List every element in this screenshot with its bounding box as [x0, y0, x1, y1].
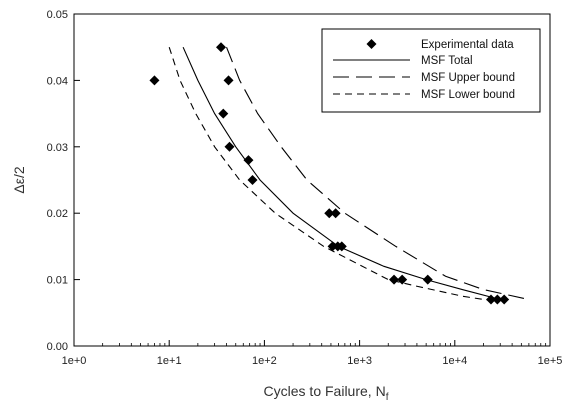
y-tick-label: 0.01 — [47, 275, 68, 287]
x-tick-label: 1e+2 — [252, 355, 277, 367]
series-msf-total-line — [182, 46, 501, 301]
data-point — [324, 208, 335, 219]
data-point — [336, 241, 347, 252]
y-tick-label: 0.03 — [47, 142, 68, 154]
series-msf-upper-bound-line — [226, 46, 529, 301]
x-tick-label: 1e+4 — [442, 355, 467, 367]
data-point — [243, 155, 254, 166]
x-axis-label: Cycles to Failure, Nf — [264, 383, 389, 403]
y-tick-label: 0.00 — [47, 341, 68, 353]
x-tick-label: 1e+0 — [62, 355, 87, 367]
data-point — [218, 108, 229, 119]
data-point — [224, 141, 235, 152]
data-point — [499, 294, 510, 305]
x-tick-label: 1e+5 — [538, 355, 563, 367]
legend-label-msf-upper: MSF Upper bound — [421, 72, 515, 84]
data-point — [215, 42, 226, 53]
legend-symbol-diamond — [366, 39, 377, 49]
legend: Experimental data MSF Total MSF Upper bo… — [321, 28, 541, 113]
data-point — [247, 175, 258, 185]
data-point — [422, 274, 433, 285]
data-point — [389, 274, 400, 285]
y-axis-label: Δε/2 — [11, 166, 27, 193]
data-point — [492, 294, 503, 305]
plot-frame — [73, 13, 551, 347]
data-point — [327, 241, 338, 252]
y-tick-label: 0.05 — [47, 9, 68, 21]
legend-label-msf-total: MSF Total — [421, 55, 473, 67]
legend-box — [321, 28, 541, 113]
legend-label-experimental: Experimental data — [421, 39, 514, 51]
legend-label-msf-lower: MSF Lower bound — [421, 89, 515, 101]
axes: 1e+0 1e+1 1e+2 1e+3 1e+4 1e+5 0.00 0.01 0.02 0.03… — [47, 9, 563, 367]
x-tick-label: 1e+3 — [347, 355, 372, 367]
series-msf-lower-bound-line — [168, 47, 493, 302]
data-point — [397, 274, 408, 285]
data-point — [330, 208, 341, 219]
x-tick-label: 1e+1 — [157, 355, 182, 367]
data-point — [485, 294, 496, 305]
y-tick-label: 0.02 — [47, 208, 68, 220]
plot-area — [149, 42, 529, 305]
data-point — [149, 75, 160, 86]
data-point — [223, 75, 234, 86]
y-tick-label: 0.04 — [47, 75, 68, 87]
